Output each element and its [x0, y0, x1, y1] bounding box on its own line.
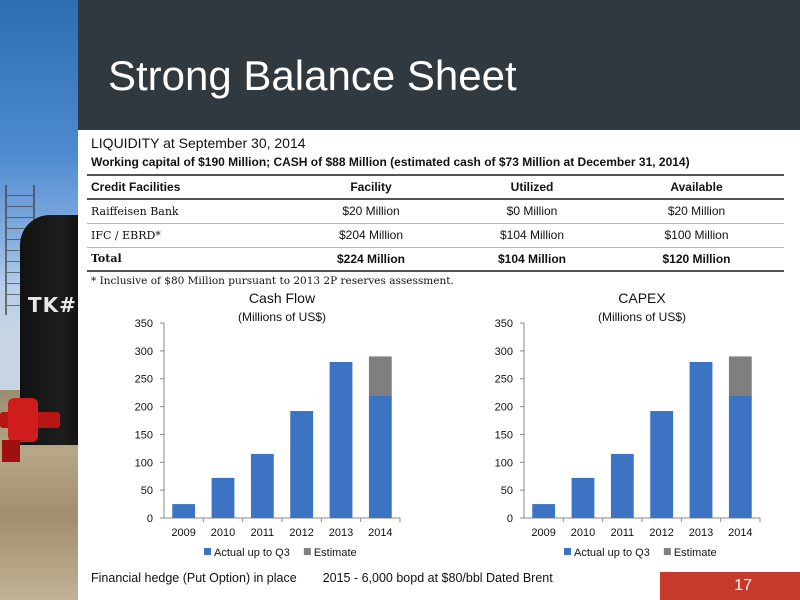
bar-actual: [650, 411, 674, 518]
hedge-note-label: Financial hedge (Put Option) in place: [91, 571, 297, 585]
chart-subtitle: (Millions of US$): [238, 310, 326, 324]
legend-swatch: [564, 548, 571, 555]
table-cell: Total: [87, 247, 287, 272]
title-bar: Strong Balance Sheet: [78, 0, 800, 130]
x-tick-label: 2013: [689, 527, 713, 539]
bar-estimate: [368, 356, 392, 396]
y-tick-label: 300: [135, 346, 153, 358]
y-tick-label: 200: [135, 402, 153, 414]
y-tick-label: 200: [495, 402, 513, 414]
hedge-note-detail: 2015 - 6,000 bopd at $80/bbl Dated Brent: [322, 571, 553, 585]
table-cell: $100 Million: [609, 223, 784, 248]
cash-flow-chart: Cash Flow (Millions of US$) 0 50 100 150 200 25…: [135, 290, 401, 559]
capex-chart: CAPEX (Millions of US$) 0 50 100 150 200 250 300…: [495, 290, 761, 559]
y-tick-label: 250: [135, 374, 153, 386]
oil-tank-photo: TK#3: [0, 0, 78, 600]
working-capital-note: Working capital of $190 Million; CASH of…: [91, 155, 690, 169]
table-cell: $120 Million: [609, 247, 784, 272]
slide-title: Strong Balance Sheet: [108, 52, 517, 99]
y-tick-label: 100: [135, 457, 153, 469]
x-tick-label: 2010: [571, 527, 595, 539]
y-tick-label: 100: [495, 457, 513, 469]
chart-subtitle: (Millions of US$): [598, 310, 686, 324]
x-tick-label: 2012: [649, 527, 673, 539]
table-cell: $104 Million: [455, 247, 609, 272]
y-tick-label: 50: [141, 485, 153, 497]
y-tick-label: 350: [135, 318, 153, 330]
chart-title: Cash Flow: [249, 290, 316, 306]
table-cell: IFC / EBRD*: [87, 223, 287, 248]
table-cell: $224 Million: [287, 247, 455, 272]
x-tick-label: 2010: [211, 527, 235, 539]
y-tick-label: 250: [495, 374, 513, 386]
table-cell: $104 Million: [455, 223, 609, 248]
bar-actual: [571, 477, 595, 518]
column-header: Utilized: [455, 174, 609, 200]
legend-label: Actual up to Q3: [574, 547, 650, 559]
legend-swatch: [204, 548, 211, 555]
bar-actual: [689, 362, 713, 518]
legend-label: Estimate: [674, 547, 717, 559]
table-row: IFC / EBRD* $204 Million $104 Million $1…: [87, 223, 784, 248]
page-number: 17: [734, 577, 752, 594]
legend-swatch: [663, 548, 671, 555]
y-tick-label: 150: [135, 429, 153, 441]
x-tick-label: 2009: [171, 527, 195, 539]
bar-actual: [610, 453, 634, 518]
bar-actual: [172, 504, 196, 518]
credit-facilities-table: Credit Facilities Facility Utilized Avai…: [87, 174, 784, 272]
x-tick-label: 2011: [251, 527, 275, 539]
table-cell: $20 Million: [287, 199, 455, 224]
liquidity-heading: LIQUIDITY at September 30, 2014: [91, 135, 306, 151]
bar-actual: [368, 395, 392, 518]
x-tick-label: 2013: [329, 527, 353, 539]
legend-label: Actual up to Q3: [214, 547, 290, 559]
y-tick-label: 300: [495, 346, 513, 358]
legend-swatch: [303, 548, 311, 555]
y-tick-label: 0: [507, 513, 513, 525]
hedge-note: Financial hedge (Put Option) in place 201…: [91, 571, 553, 585]
table-footnote: * Inclusive of $80 Million pursuant to 2…: [91, 275, 454, 287]
chart-title: CAPEX: [618, 290, 666, 306]
bar-actual: [250, 453, 274, 518]
bar-actual: [329, 362, 353, 518]
photo-tank-label: TK#3: [28, 293, 78, 317]
x-tick-label: 2014: [728, 527, 752, 539]
bar-estimate: [728, 356, 752, 396]
table-header-row: Credit Facilities Facility Utilized Avai…: [87, 174, 784, 200]
page-number-badge: 17: [660, 572, 800, 600]
column-header: Facility: [287, 174, 455, 200]
bar-actual: [532, 504, 556, 518]
table-cell: Raiffeisen Bank: [87, 199, 287, 224]
legend-label: Estimate: [314, 547, 357, 559]
column-header: Available: [609, 174, 784, 200]
y-tick-label: 350: [495, 318, 513, 330]
bar-actual: [728, 395, 752, 518]
bar-actual: [290, 411, 314, 518]
photo-valve-icon: [8, 398, 38, 442]
photo-valve-base: [2, 440, 20, 462]
table-cell: $0 Million: [455, 199, 609, 224]
y-tick-label: 150: [495, 429, 513, 441]
table-cell: $20 Million: [609, 199, 784, 224]
table-total-row: Total $224 Million $104 Million $120 Mil…: [87, 247, 784, 272]
x-tick-label: 2011: [611, 527, 635, 539]
table-cell: $204 Million: [287, 223, 455, 248]
y-tick-label: 0: [147, 513, 153, 525]
x-tick-label: 2012: [289, 527, 313, 539]
column-header: Credit Facilities: [87, 174, 287, 200]
x-tick-label: 2014: [368, 527, 392, 539]
table-row: Raiffeisen Bank $20 Million $0 Million $…: [87, 199, 784, 224]
x-tick-label: 2009: [531, 527, 555, 539]
bar-actual: [211, 477, 235, 518]
y-tick-label: 50: [501, 485, 513, 497]
